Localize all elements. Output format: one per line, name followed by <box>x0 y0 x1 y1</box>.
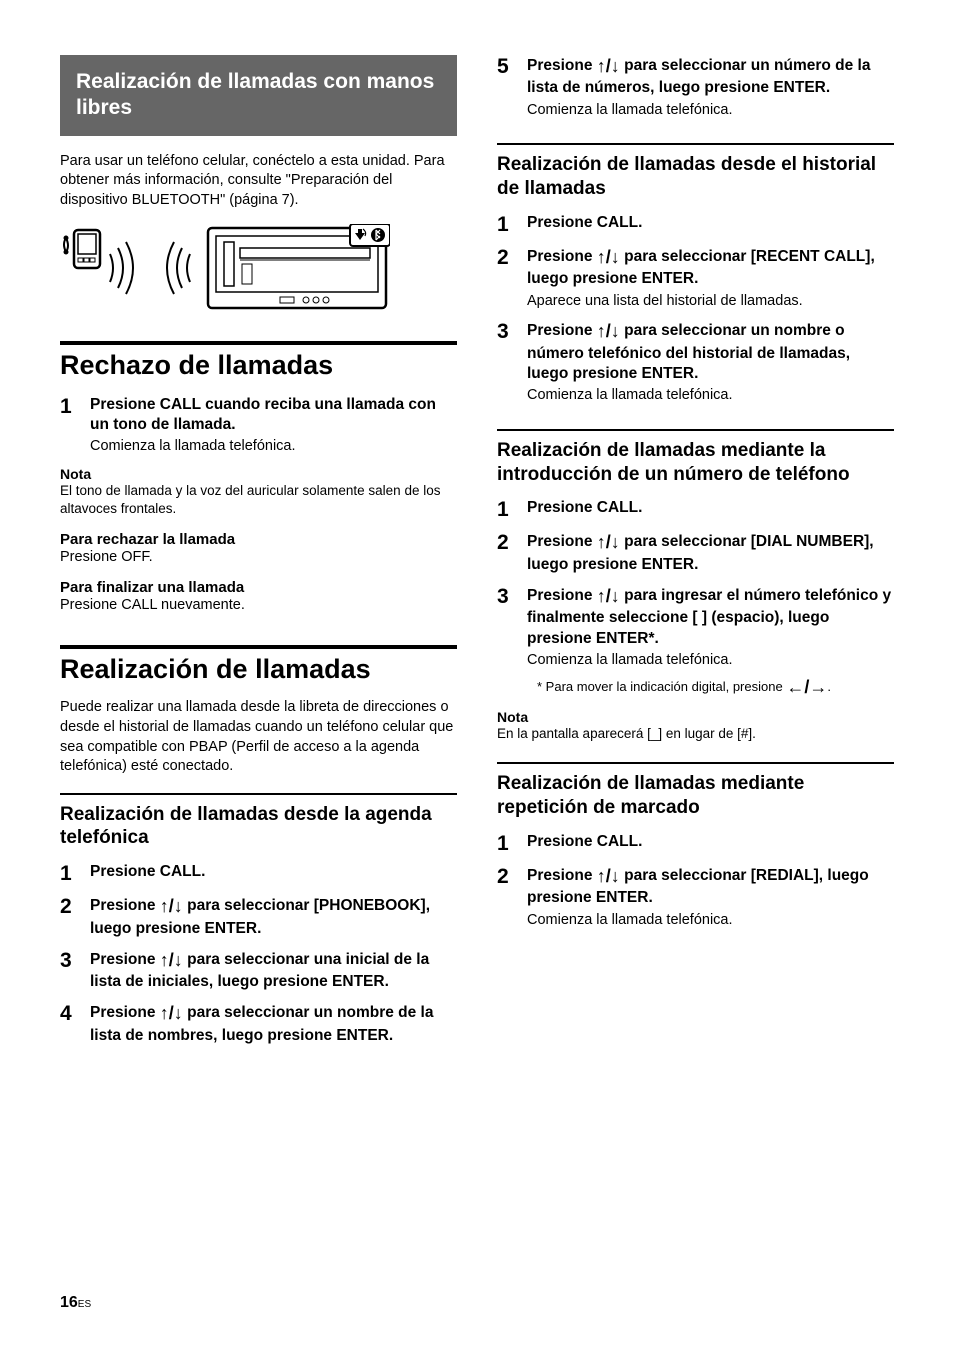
up-down-arrow-icon: ↑/↓ <box>160 896 183 916</box>
section-rule <box>60 341 457 345</box>
subsection-title-redial: Realización de llamadas mediante repetic… <box>497 772 894 820</box>
section-title-realizacion: Realización de llamadas <box>60 655 457 685</box>
step-body: Presione ↑/↓ para seleccionar un nombre … <box>527 320 894 405</box>
page-number-suffix: ES <box>78 1299 91 1310</box>
bluetooth-pairing-illustration <box>60 224 390 312</box>
subsection-title-phonebook: Realización de llamadas desde la agenda … <box>60 803 457 851</box>
step: 2 Presione ↑/↓ para seleccionar [DIAL NU… <box>497 531 894 575</box>
step: 2 Presione ↑/↓ para seleccionar [RECENT … <box>497 246 894 310</box>
page-number-value: 16 <box>60 1294 78 1311</box>
step-number: 4 <box>60 1002 78 1046</box>
step-number: 1 <box>497 832 515 855</box>
step: 3 Presione ↑/↓ para ingresar el número t… <box>497 585 894 699</box>
up-down-arrow-icon: ↑/↓ <box>597 321 620 341</box>
section-title-rechazo: Rechazo de llamadas <box>60 351 457 381</box>
step-number: 1 <box>497 498 515 521</box>
sub-heading: Para finalizar una llamada <box>60 579 457 596</box>
step: 1 Presione CALL. <box>497 498 894 521</box>
intro-paragraph: Para usar un teléfono celular, conéctelo… <box>60 152 457 211</box>
step-instruction: Presione ↑/↓ para seleccionar [PHONEBOOK… <box>90 895 457 939</box>
up-down-arrow-icon: ↑/↓ <box>597 56 620 76</box>
step-instruction: Presione ↑/↓ para seleccionar [REDIAL], … <box>527 865 894 909</box>
note-body: El tono de llamada y la voz del auricula… <box>60 482 457 517</box>
sub-heading: Para rechazar la llamada <box>60 531 457 548</box>
banner-handsfree: Realización de llamadas con manos libres <box>60 55 457 136</box>
up-down-arrow-icon: ↑/↓ <box>160 1003 183 1023</box>
step-instruction: Presione CALL. <box>527 832 894 855</box>
subsection-title-history: Realización de llamadas desde el histori… <box>497 153 894 201</box>
page-columns: Realización de llamadas con manos libres… <box>60 55 894 1056</box>
step-result: Comienza la llamada telefónica. <box>527 911 894 930</box>
note-heading: Nota <box>60 466 457 482</box>
step-body: Presione ↑/↓ para seleccionar un número … <box>527 55 894 119</box>
up-down-arrow-icon: ↑/↓ <box>597 586 620 606</box>
step-instruction: Presione CALL. <box>527 498 894 521</box>
up-down-arrow-icon: ↑/↓ <box>597 532 620 552</box>
step: 3 Presione ↑/↓ para seleccionar un nombr… <box>497 320 894 405</box>
step-instruction: Presione ↑/↓ para ingresar el número tel… <box>527 585 894 649</box>
step-number: 2 <box>497 531 515 575</box>
step-result: Aparece una lista del historial de llama… <box>527 292 894 311</box>
step-number: 2 <box>497 246 515 310</box>
step: 1 Presione CALL. <box>60 862 457 885</box>
step: 2 Presione ↑/↓ para seleccionar [REDIAL]… <box>497 865 894 929</box>
step: 1 Presione CALL. <box>497 832 894 855</box>
subsection-rule <box>497 429 894 431</box>
sub-body: Presione OFF. <box>60 548 457 567</box>
step-instruction: Presione ↑/↓ para seleccionar [DIAL NUMB… <box>527 531 894 575</box>
footnote: * Para mover la indicación digital, pres… <box>527 676 894 699</box>
step-number: 1 <box>60 395 78 456</box>
step: 1 Presione CALL. <box>497 213 894 236</box>
subsection-rule <box>60 793 457 795</box>
subsection-rule <box>497 143 894 145</box>
up-down-arrow-icon: ↑/↓ <box>597 247 620 267</box>
step-result: Comienza la llamada telefónica. <box>527 101 894 120</box>
step-instruction: Presione ↑/↓ para seleccionar [RECENT CA… <box>527 246 894 290</box>
subsection-rule <box>497 762 894 764</box>
sub-body: Presione CALL nuevamente. <box>60 596 457 615</box>
step-instruction: Presione CALL cuando reciba una llamada … <box>90 395 457 435</box>
step-instruction: Presione ↑/↓ para seleccionar una inicia… <box>90 949 457 993</box>
note-body: En la pantalla aparecerá [_] en lugar de… <box>497 725 894 743</box>
left-column: Realización de llamadas con manos libres… <box>60 55 457 1056</box>
step: 1 Presione CALL cuando reciba una llamad… <box>60 395 457 456</box>
step-number: 2 <box>60 895 78 939</box>
subsection-title-dial-number: Realización de llamadas mediante la intr… <box>497 439 894 487</box>
step-number: 3 <box>60 949 78 993</box>
step-number: 1 <box>497 213 515 236</box>
note-heading: Nota <box>497 709 894 725</box>
up-down-arrow-icon: ↑/↓ <box>160 950 183 970</box>
step-result: Comienza la llamada telefónica. <box>90 437 457 456</box>
up-down-arrow-icon: ↑/↓ <box>597 866 620 886</box>
step: 2 Presione ↑/↓ para seleccionar [PHONEBO… <box>60 895 457 939</box>
step-body: Presione CALL cuando reciba una llamada … <box>90 395 457 456</box>
step-result: Comienza la llamada telefónica. <box>527 386 894 405</box>
step-instruction: Presione ↑/↓ para seleccionar un nombre … <box>527 320 894 384</box>
step-result: Comienza la llamada telefónica. <box>527 651 894 670</box>
step-body: Presione ↑/↓ para seleccionar [RECENT CA… <box>527 246 894 310</box>
step-number: 5 <box>497 55 515 119</box>
left-right-arrow-icon: ←/→ <box>786 677 827 697</box>
step-number: 3 <box>497 320 515 405</box>
step-instruction: Presione ↑/↓ para seleccionar un número … <box>527 55 894 99</box>
step-number: 1 <box>60 862 78 885</box>
step-body: Presione ↑/↓ para ingresar el número tel… <box>527 585 894 699</box>
step-body: Presione ↑/↓ para seleccionar [REDIAL], … <box>527 865 894 929</box>
page-number: 16ES <box>60 1294 91 1312</box>
step-instruction: Presione CALL. <box>90 862 457 885</box>
step: 5 Presione ↑/↓ para seleccionar un númer… <box>497 55 894 119</box>
step: 4 Presione ↑/↓ para seleccionar un nombr… <box>60 1002 457 1046</box>
right-column: 5 Presione ↑/↓ para seleccionar un númer… <box>497 55 894 1056</box>
step: 3 Presione ↑/↓ para seleccionar una inic… <box>60 949 457 993</box>
illustration-phone-and-unit <box>60 224 457 317</box>
section-intro: Puede realizar una llamada desde la libr… <box>60 698 457 776</box>
step-instruction: Presione CALL. <box>527 213 894 236</box>
step-number: 2 <box>497 865 515 929</box>
step-number: 3 <box>497 585 515 699</box>
section-rule <box>60 645 457 649</box>
step-instruction: Presione ↑/↓ para seleccionar un nombre … <box>90 1002 457 1046</box>
